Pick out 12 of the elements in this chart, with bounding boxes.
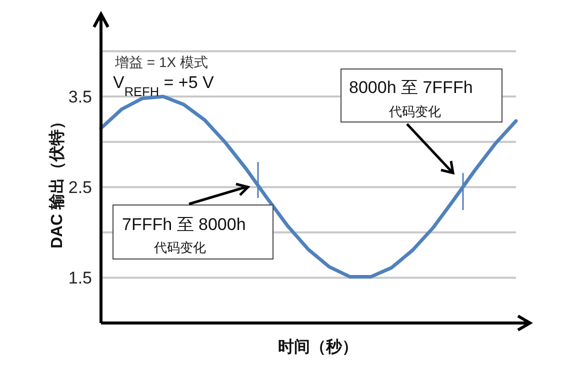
x-axis-title: 时间（秒） (278, 337, 358, 356)
y-axis-title: DAC 输出（伏特） (48, 113, 66, 249)
annotation: 8000h 至 7FFFh (349, 78, 473, 97)
annotation: 7FFFh 至 8000h (122, 215, 246, 234)
annotation: 代码变化 (388, 104, 441, 119)
annotation: V$_{REFH}$ = +5 V (113, 73, 215, 98)
y-tick-label: 1.5 (68, 268, 92, 288)
y-tick-label: 2.5 (68, 178, 92, 198)
y-tick-label: 3.5 (68, 88, 92, 107)
annotation: 代码变化 (153, 240, 206, 255)
annotation: 增益 = 1X 模式 (114, 54, 208, 70)
line-series (99, 94, 518, 279)
